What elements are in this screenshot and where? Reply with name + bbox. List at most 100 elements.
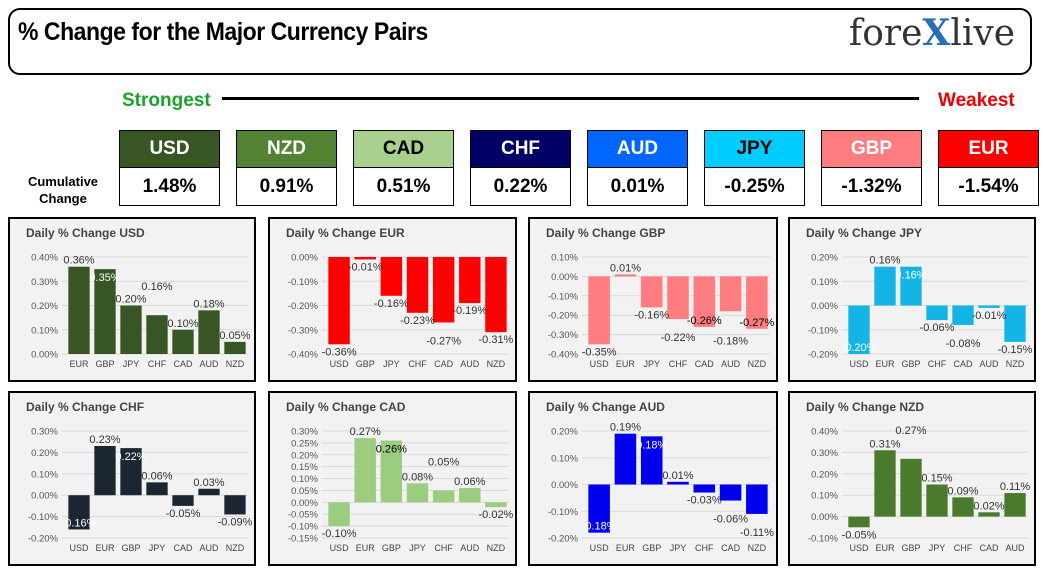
bar: [354, 438, 376, 503]
data-label: 0.03%: [193, 477, 224, 489]
data-label: 0.16%: [895, 270, 926, 282]
data-label: -0.27%: [426, 335, 461, 347]
bar: [459, 488, 481, 503]
x-tick-label: AUD: [460, 359, 480, 369]
y-tick-label: 0.00%: [31, 350, 58, 361]
bar-chart: 0.00% 0.10% 0.20% 0.30% 0.40% EUR GBP JPY CHF CAD…: [31, 253, 251, 370]
x-tick-label: CAD: [721, 543, 741, 553]
x-tick-label: USD: [849, 359, 869, 369]
bar: [172, 495, 194, 506]
data-label: 0.16%: [869, 255, 900, 267]
data-label: -0.06%: [920, 322, 955, 334]
chart-panel: -0.40% -0.30% -0.20% -0.10% 0.00% 0.10% USD EUR…: [528, 217, 778, 382]
chart-panel: -0.20% -0.10% 0.00% 0.10% 0.20% USD EUR GBP JPY C…: [528, 391, 778, 566]
y-tick-label: 0.05%: [291, 486, 318, 497]
x-tick-label: NZD: [748, 359, 767, 369]
bar: [874, 450, 896, 517]
cumulative-value: -1.32%: [821, 168, 922, 206]
x-tick-label: EUR: [356, 543, 376, 553]
chart-title: Daily % Change NZD: [806, 400, 925, 414]
x-tick-label: GBP: [901, 543, 920, 553]
x-tick-label: NZD: [226, 359, 245, 369]
x-tick-label: EUR: [616, 543, 636, 553]
data-label: -0.05%: [166, 508, 201, 520]
bar: [380, 257, 403, 296]
y-tick-label: 0.10%: [811, 491, 838, 502]
x-tick-label: EUR: [875, 359, 895, 369]
x-tick-label: GBP: [901, 359, 920, 369]
y-tick-label: 0.10%: [291, 474, 318, 485]
bar-chart: -0.20% -0.10% 0.00% 0.10% 0.20% USD EUR GBP JPY C…: [548, 422, 774, 553]
bar: [640, 276, 663, 308]
y-tick-label: -0.10%: [288, 277, 319, 288]
bar: [68, 495, 90, 530]
data-label: -0.20%: [842, 342, 877, 354]
bar: [406, 483, 429, 503]
data-label: 0.18%: [636, 439, 667, 451]
currency-card-chf: CHF 0.22%: [470, 130, 571, 206]
y-tick-label: -0.10%: [548, 507, 579, 518]
x-tick-label: NZD: [226, 543, 245, 553]
y-tick-label: 0.20%: [291, 450, 318, 461]
page-title: % Change for the Major Currency Pairs: [18, 18, 428, 46]
x-tick-label: JPY: [643, 359, 660, 369]
cumulative-value: 0.51%: [353, 168, 454, 206]
bar: [900, 266, 922, 306]
x-tick-label: EUR: [875, 543, 895, 553]
data-label: -0.16%: [634, 309, 669, 321]
chart-title: Daily % Change CAD: [286, 400, 406, 414]
chart-title: Daily % Change AUD: [546, 400, 665, 414]
currency-code: NZD: [236, 130, 337, 168]
x-tick-label: JPY: [383, 359, 400, 369]
y-tick-label: -0.40%: [548, 350, 579, 361]
currency-card-cad: CAD 0.51%: [353, 130, 454, 206]
y-tick-label: 0.30%: [811, 448, 838, 459]
x-tick-label: JPY: [409, 543, 426, 553]
bar: [719, 276, 742, 312]
data-label: 0.26%: [376, 444, 407, 456]
y-tick-label: -0.10%: [288, 522, 319, 533]
y-tick-label: -0.20%: [548, 311, 579, 322]
x-tick-label: GBP: [642, 543, 661, 553]
data-label: 0.11%: [1000, 481, 1031, 493]
bar: [432, 257, 455, 323]
data-label: -0.23%: [400, 315, 435, 327]
bar: [952, 305, 974, 325]
y-tick-label: -0.40%: [288, 350, 319, 361]
data-label: -0.26%: [687, 315, 722, 327]
currency-card-usd: USD 1.48%: [119, 130, 220, 206]
data-label: 0.06%: [141, 470, 172, 482]
x-tick-label: AUD: [199, 359, 219, 369]
bar: [224, 341, 246, 354]
y-tick-label: -0.20%: [28, 534, 59, 545]
data-label: 0.08%: [402, 471, 433, 483]
data-label: 0.18%: [193, 298, 224, 310]
x-tick-label: CHF: [695, 543, 714, 553]
y-tick-label: 0.30%: [291, 427, 318, 438]
bar: [848, 516, 870, 528]
chart-title: Daily % Change USD: [26, 226, 145, 240]
bar-chart: -0.15%-0.10%-0.05%0.00%0.05%0.10%0.15%0.…: [288, 426, 514, 553]
data-label: -0.22%: [661, 332, 696, 344]
y-tick-label: -0.30%: [548, 330, 579, 341]
currency-code: EUR: [938, 130, 1039, 168]
bar: [1004, 493, 1026, 517]
chart-panel: -0.40% -0.30% -0.20% -0.10% 0.00% USD GBP JPY CH…: [268, 217, 517, 382]
y-tick-label: 0.00%: [551, 272, 578, 283]
bar: [693, 276, 716, 327]
x-tick-label: CHF: [669, 359, 688, 369]
bar: [746, 484, 768, 514]
currency-code: CHF: [470, 130, 571, 168]
x-tick-label: NZD: [487, 359, 506, 369]
y-tick-label: -0.10%: [548, 291, 579, 302]
y-tick-label: 0.00%: [291, 498, 318, 509]
y-tick-label: 0.20%: [811, 469, 838, 480]
bar-chart: -0.40% -0.30% -0.20% -0.10% 0.00% USD GBP JPY CH…: [288, 253, 514, 370]
data-label: 0.27%: [350, 426, 381, 438]
bar: [848, 305, 870, 354]
bar: [719, 484, 742, 501]
data-label: -0.03%: [687, 495, 722, 507]
y-tick-label: 0.30%: [31, 427, 58, 438]
x-tick-label: USD: [330, 359, 350, 369]
x-tick-label: CAD: [979, 543, 999, 553]
